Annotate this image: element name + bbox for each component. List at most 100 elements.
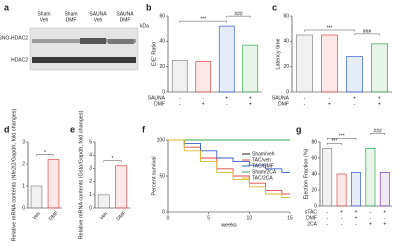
bar <box>379 172 390 207</box>
factor-level: - <box>202 95 204 101</box>
y-tick-label: 40 <box>283 39 289 45</box>
panel-label: a <box>4 2 10 12</box>
factor-level: - <box>355 221 357 227</box>
band-label: SNO-HDAC2 <box>0 35 28 41</box>
factor-name: SAUNA <box>272 95 290 101</box>
factor-level: + <box>355 209 358 215</box>
significance-label: * <box>112 156 114 162</box>
significance-bracket <box>327 138 357 140</box>
y-tick-label: 2 <box>89 179 92 185</box>
bar <box>30 185 43 209</box>
bar <box>365 148 376 207</box>
factor-level: - <box>326 221 328 227</box>
y-tick-label: 0 <box>89 205 92 211</box>
y-tick-label: 50 <box>159 173 165 179</box>
lane-label: SAUNA <box>116 11 134 17</box>
bar <box>371 43 388 93</box>
lane-label: Sham <box>37 11 50 17</box>
unit-label: kDa <box>140 23 149 29</box>
panel-label: e <box>70 124 75 134</box>
factor-level: - <box>341 215 343 221</box>
x-tick-label: 0 <box>167 215 170 221</box>
factor-level: - <box>354 101 356 107</box>
y-tick-label: 0 <box>314 203 317 209</box>
significance-bracket <box>304 29 355 32</box>
bar <box>296 34 313 93</box>
survival-line <box>168 139 290 199</box>
significance-label: *** <box>327 25 333 31</box>
panel-label: f <box>142 124 146 134</box>
y-tick-label: 20 <box>311 187 317 193</box>
significance-label: ### <box>373 129 382 135</box>
legend-label: Sham/2CA <box>252 169 277 175</box>
x-tick-label: 10 <box>247 215 253 221</box>
bar <box>115 165 128 209</box>
survival-line <box>168 139 290 173</box>
factor-level: + <box>378 101 381 107</box>
blot-membrane <box>29 27 139 71</box>
legend-label: Sham/veh <box>252 151 275 157</box>
factor-name: SAUNA <box>148 95 166 101</box>
y-tick-label: 20 <box>159 64 165 70</box>
band <box>80 38 106 44</box>
bar <box>242 44 259 93</box>
panel-label: c <box>272 2 277 12</box>
significance-label: ### <box>234 11 243 17</box>
factor-name: DMF <box>306 215 317 221</box>
panel-label: g <box>296 124 302 134</box>
factor-level: + <box>249 95 252 101</box>
factor-level: - <box>370 215 372 221</box>
band <box>32 57 136 63</box>
factor-level: + <box>355 215 358 221</box>
y-axis-label: Latency time <box>275 38 281 69</box>
y-tick-label: 40 <box>159 39 165 45</box>
significance-bracket <box>103 160 122 163</box>
factor-level: + <box>369 221 372 227</box>
band-label: HDAC2 <box>11 57 28 63</box>
significance-label: * <box>44 150 46 156</box>
factor-level: - <box>326 215 328 221</box>
significance-bracket <box>36 154 54 157</box>
y-tick-label: 3 <box>22 139 25 145</box>
factor-level: - <box>329 95 331 101</box>
x-tick-label: 5 <box>207 215 210 221</box>
y-tick-label: 100 <box>157 137 166 143</box>
factor-level: + <box>249 101 252 107</box>
significance-bracket <box>327 143 342 145</box>
factor-level: + <box>328 101 331 107</box>
x-tick-label: 15 <box>287 215 293 221</box>
factor-level: - <box>384 215 386 221</box>
band <box>108 39 134 44</box>
significance-bracket <box>354 33 380 36</box>
y-tick-label: 0 <box>162 209 165 215</box>
factor-name: DMF <box>278 101 289 107</box>
y-tick-label: 0 <box>22 205 25 211</box>
legend-label: TAC/DMF <box>252 163 274 169</box>
bar <box>171 59 188 93</box>
y-tick-label: 1 <box>89 192 92 198</box>
lane-label: Veh <box>40 17 49 23</box>
panel-label: b <box>146 2 152 12</box>
blot-panel <box>29 27 139 71</box>
lane-label: SAUNA <box>89 11 107 17</box>
factor-level: - <box>341 221 343 227</box>
significance-label: *** <box>339 134 345 140</box>
legend-label: TAC/2CA <box>252 175 273 181</box>
y-axis-label: Percent survival <box>151 156 157 195</box>
x-tick-label: Veh <box>32 211 42 221</box>
y-tick-label: 40 <box>311 171 317 177</box>
lane-label: Sham <box>64 11 77 17</box>
lane-label: Veh <box>94 17 103 23</box>
factor-level: - <box>179 101 181 107</box>
factor-level: - <box>326 209 328 215</box>
significance-label: *** <box>200 16 206 22</box>
factor-name: DMF <box>154 101 165 107</box>
y-tick-label: 1 <box>22 183 25 189</box>
factor-level: + <box>202 101 205 107</box>
bar <box>346 56 363 93</box>
bar <box>47 159 60 209</box>
y-tick-label: 2 <box>22 161 25 167</box>
bar <box>336 173 347 207</box>
factor-level: - <box>179 95 181 101</box>
factor-level: - <box>370 209 372 215</box>
